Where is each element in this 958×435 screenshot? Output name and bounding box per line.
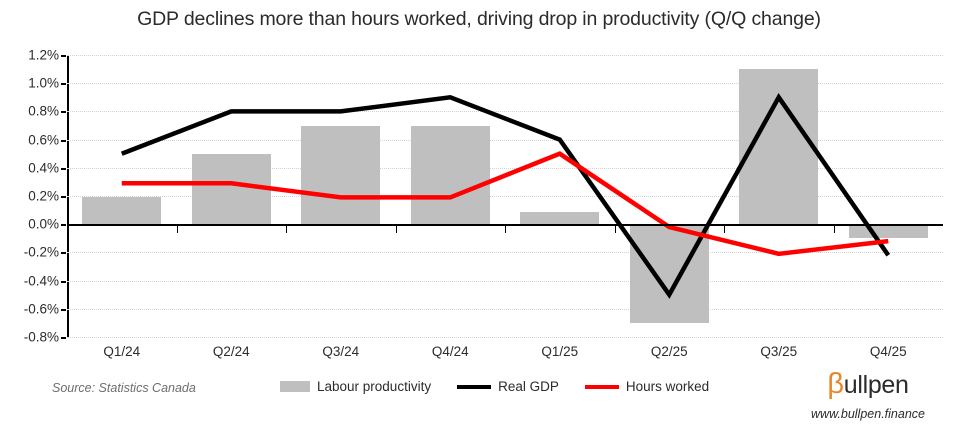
legend-label: Real GDP [498, 379, 559, 394]
legend-line-swatch-icon [584, 384, 619, 389]
y-axis-tick-label: 0.8% [28, 103, 59, 119]
gridline [67, 252, 943, 254]
bar [301, 125, 381, 225]
y-axis-tick [61, 280, 66, 283]
y-axis-tick-label: 0.6% [28, 132, 59, 148]
y-axis-tick [61, 83, 66, 86]
chart-legend: Labour productivity Real GDP Hours worked [280, 379, 709, 394]
y-axis-tick-label: 0.2% [28, 188, 59, 204]
y-axis-tick-label: 0.0% [28, 216, 59, 232]
x-axis-tick-label: Q3/25 [760, 344, 798, 359]
gridline [67, 196, 943, 197]
x-axis-tick-label: Q2/25 [650, 344, 688, 359]
bar [82, 197, 162, 225]
y-axis-tick [61, 196, 66, 198]
x-axis-tick [176, 226, 178, 234]
x-axis-tick-label: Q3/24 [322, 344, 360, 359]
y-axis-tick [61, 111, 66, 114]
brand-url: www.bullpen.finance [811, 407, 925, 421]
x-axis-labels: Q1/24 Q2/24 Q3/24 Q4/24 Q1/25 Q2/25 Q3/25 Q4/25 [67, 344, 943, 364]
y-axis-tick [61, 308, 66, 311]
y-axis-tick-label: 1.0% [28, 75, 59, 91]
x-axis-zero-line [67, 224, 943, 234]
brand-wordmark-text: ullpen [843, 371, 909, 399]
legend-line-swatch-icon [457, 384, 492, 389]
legend-item[interactable]: Real GDP [457, 379, 559, 394]
bar [410, 125, 490, 225]
y-axis-tick [61, 224, 66, 227]
gridline [67, 280, 943, 282]
legend-bar-swatch-icon [280, 381, 310, 392]
x-axis-tick [286, 226, 287, 234]
gridline [67, 55, 943, 56]
line-series [121, 151, 889, 257]
legend-label: Hours worked [625, 379, 710, 394]
gridline [67, 167, 943, 169]
legend-label: Labour productivity [317, 379, 432, 394]
gridline [67, 337, 943, 338]
gridline [67, 139, 943, 141]
y-axis-tick-label: -0.4% [23, 273, 59, 289]
line-series [120, 93, 891, 299]
x-axis-tick-label: Q1/25 [541, 344, 579, 359]
x-axis-tick [833, 226, 835, 234]
x-axis-tick [614, 226, 616, 234]
source-note: Source: Statistics Canada [52, 381, 196, 395]
x-axis-tick-label: Q4/25 [869, 344, 907, 359]
gridline [67, 83, 943, 85]
y-axis-tick-label: -0.8% [23, 329, 59, 345]
x-axis-tick [505, 226, 506, 234]
x-axis-tick-label: Q4/24 [431, 344, 469, 359]
y-axis-tick [61, 167, 66, 170]
plot-area [67, 55, 943, 338]
bar [629, 224, 709, 323]
y-axis-tick [61, 139, 66, 142]
legend-item[interactable]: Hours worked [584, 379, 710, 394]
y-axis-tick [61, 55, 66, 57]
y-axis-tick-label: 0.4% [28, 160, 59, 176]
brand-beta-glyph: β [827, 368, 844, 400]
y-axis-tick-label: -0.6% [23, 301, 59, 317]
bar [520, 211, 600, 225]
brand-wordmark: βullpen [798, 370, 938, 399]
gridline [67, 308, 943, 310]
chart-title: GDP declines more than hours worked, dri… [137, 8, 821, 30]
y-axis-tick [61, 337, 66, 339]
x-axis-tick-label: Q2/24 [212, 344, 250, 359]
line-series-layer [120, 93, 891, 299]
y-axis-tick-label: -0.2% [23, 244, 59, 260]
brand-logo: βullpen www.bullpen.finance [798, 370, 938, 422]
legend-item[interactable]: Labour productivity [280, 379, 431, 394]
y-axis-labels: 1.2% 1.0% 0.8% 0.6% 0.4% 0.2% 0.0% -0.2% -0.4% -0… [0, 48, 59, 345]
y-axis-tick [61, 252, 66, 255]
x-axis-tick [395, 226, 397, 234]
y-axis-tick-label: 1.2% [28, 47, 59, 63]
x-axis-tick [724, 226, 725, 234]
x-axis-tick-label: Q1/24 [103, 344, 141, 359]
gridline [67, 111, 943, 113]
